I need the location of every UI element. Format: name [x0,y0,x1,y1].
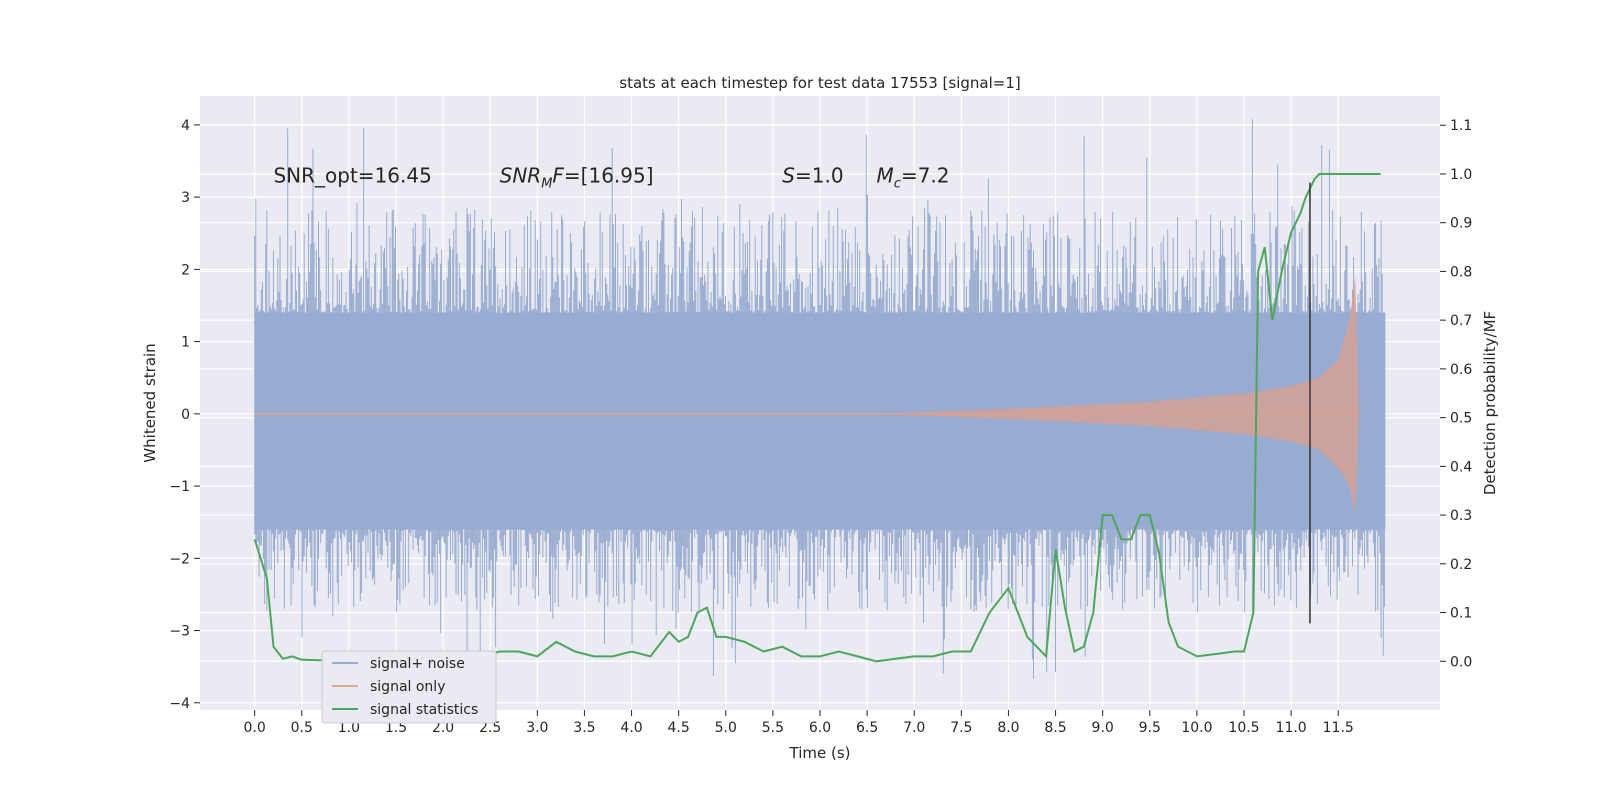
x-axis-label: Time (s) [789,744,851,762]
y-tick-label-5: 1 [181,335,190,351]
x-tick-label-20: 10.0 [1181,720,1212,736]
annotation-s-value: S=1.0 [782,164,843,188]
y2-tick-label-8: 0.8 [1450,264,1472,280]
annotation-snr-opt: SNR_opt=16.45 [273,164,431,188]
x-tick-label-19: 9.5 [1139,720,1161,736]
annotation-s-var: S [782,164,795,188]
y-tick-label-8: 4 [181,118,190,134]
x-tick-label-15: 7.5 [950,720,972,736]
annotation-mc-value: Mc=7.2 [877,164,950,192]
y-tick-label-7: 3 [181,190,190,206]
x-tick-label-17: 8.5 [1044,720,1066,736]
y2-tick-label-0: 0.0 [1450,654,1472,670]
x-tick-label-1: 0.5 [291,720,313,736]
x-tick-label-13: 6.5 [856,720,878,736]
axis-ticks: 0.0 0.5 1.0 1.5 2.0 2.5 3.0 3.5 4.0 4.5 5.0 5.5 6.0 6… [169,118,1472,736]
y2-tick-label-3: 0.3 [1450,508,1472,524]
x-tick-label-0: 0.0 [244,720,266,736]
x-tick-label-5: 2.5 [479,720,501,736]
x-tick-label-9: 4.5 [668,720,690,736]
y2-tick-label-4: 0.4 [1450,459,1472,475]
annotations: SNR_opt=16.45 SNRMF=[16.95] S=1.0 Mc=7.2 [273,164,949,192]
annotation-snr-mf-rest-var: F [552,164,564,188]
annotation-snr-mf-base: SNR [500,164,542,188]
annotation-mc-var: M [877,164,894,188]
y2-tick-label-9: 0.9 [1450,216,1472,232]
y2-tick-label-1: 0.1 [1450,606,1472,622]
y-tick-label-6: 2 [181,262,190,278]
x-tick-label-3: 1.5 [385,720,407,736]
y-tick-label-2: −2 [169,551,190,567]
chart-title: stats at each timestep for test data 175… [619,74,1020,92]
legend-label-signal-statistics: signal statistics [370,702,478,718]
annotation-s-rest: =1.0 [795,164,844,188]
annotation-mc-rest: =7.2 [901,164,950,188]
y2-tick-label-6: 0.6 [1450,362,1472,378]
y2-axis-label: Detection probability/MF [1481,311,1499,495]
y2-tick-label-5: 0.5 [1450,411,1472,427]
legend-box [321,650,497,724]
x-tick-label-12: 6.0 [809,720,831,736]
y2-tick-label-10: 1.0 [1450,167,1472,183]
x-tick-label-14: 7.0 [903,720,925,736]
annotation-snr-mf-sub: M [541,177,552,192]
x-tick-label-11: 5.5 [762,720,784,736]
legend: signal+ noise signal only signal statist… [321,650,497,724]
y-tick-label-1: −3 [169,624,190,640]
x-tick-label-2: 1.0 [338,720,360,736]
x-tick-label-22: 11.0 [1276,720,1307,736]
annotation-mc-sub: c [894,177,901,192]
annotation-snr-mf: SNRMF=[16.95] [500,164,654,192]
x-tick-label-7: 3.5 [573,720,595,736]
x-tick-label-10: 5.0 [715,720,737,736]
annotation-snr-mf-rest: =[16.95] [564,164,654,188]
legend-label-signal-only: signal only [370,679,445,695]
y-tick-label-0: −4 [169,696,190,712]
x-tick-label-18: 9.0 [1092,720,1114,736]
x-tick-label-6: 3.0 [526,720,548,736]
x-tick-label-4: 2.0 [432,720,454,736]
y2-tick-label-7: 0.7 [1450,313,1472,329]
x-tick-label-8: 4.0 [620,720,642,736]
y-tick-label-3: −1 [169,479,190,495]
x-tick-label-21: 10.5 [1228,720,1259,736]
x-tick-label-23: 11.5 [1323,720,1354,736]
series-signal-only [254,276,1360,515]
x-tick-label-16: 8.0 [997,720,1019,736]
y2-tick-label-11: 1.1 [1450,118,1472,134]
y-axis-label: Whitened strain [141,343,159,462]
y-tick-label-4: 0 [181,407,190,423]
y2-tick-label-2: 0.2 [1450,557,1472,573]
legend-label-signal-noise: signal+ noise [370,656,465,672]
